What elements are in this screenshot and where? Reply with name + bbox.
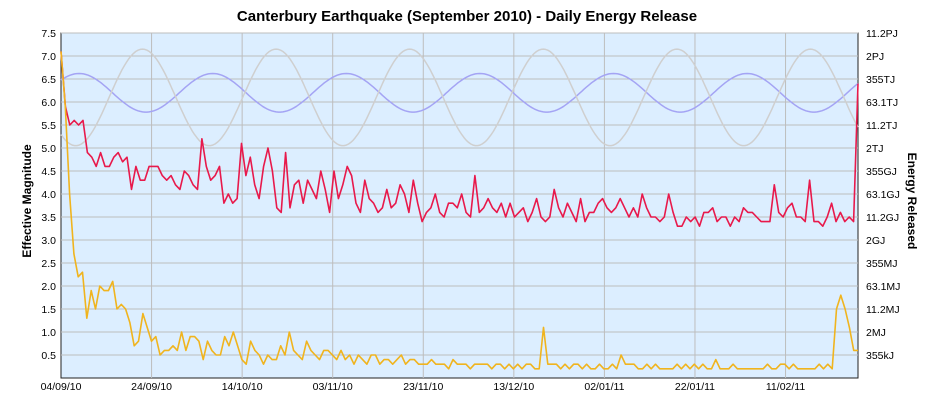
y-tick-label: 3.5 bbox=[41, 212, 56, 224]
x-tick-label: 02/01/11 bbox=[584, 381, 624, 393]
grid-lines bbox=[61, 32, 858, 378]
y-tick-label: 4.0 bbox=[41, 189, 56, 201]
y2-tick-label: 2MJ bbox=[866, 327, 886, 339]
x-tick-label: 14/10/10 bbox=[222, 381, 263, 393]
series-layer bbox=[60, 48, 859, 370]
y2-tick-label: 63.1TJ bbox=[866, 97, 898, 109]
y-tick-label: 4.5 bbox=[41, 166, 56, 178]
y-tick-label: 3.0 bbox=[41, 235, 56, 247]
y2-tick-label: 11.2MJ bbox=[866, 304, 900, 316]
y2-tick-label: 63.1GJ bbox=[866, 189, 900, 201]
x-tick-label: 11/02/11 bbox=[766, 381, 805, 393]
x-tick-label: 03/11/10 bbox=[313, 381, 353, 393]
cycle-curve-line bbox=[60, 48, 859, 147]
y-axis-label: Effective Magnitude bbox=[20, 144, 34, 258]
y2-tick-label: 63.1MJ bbox=[866, 281, 900, 293]
y2-tick-label: 355GJ bbox=[866, 166, 897, 178]
y-tick-label: 6.0 bbox=[41, 97, 56, 109]
series-line bbox=[60, 51, 859, 227]
y2-tick-label: 11.2PJ bbox=[866, 28, 898, 40]
plot-area bbox=[60, 32, 859, 379]
series-line bbox=[60, 51, 858, 370]
y2-tick-label: 355MJ bbox=[866, 258, 898, 270]
chart-title: Canterbury Earthquake (September 2010) -… bbox=[237, 8, 697, 25]
y-tick-label: 5.0 bbox=[41, 143, 56, 155]
y2-tick-label: 355TJ bbox=[866, 74, 895, 86]
y2-tick-label: 11.2TJ bbox=[866, 120, 897, 132]
y-tick-label: 1.5 bbox=[41, 304, 56, 316]
y-tick-label: 0.5 bbox=[41, 350, 56, 362]
y2-tick-label: 355kJ bbox=[866, 350, 894, 362]
tick-labels: 0.5 355kJ 1.0 2MJ 1.5 11.2MJ 2.0 63.1MJ 2.5 355MJ… bbox=[41, 28, 901, 393]
y-tick-label: 2.5 bbox=[41, 258, 56, 270]
x-tick-label: 22/01/11 bbox=[675, 381, 715, 393]
x-tick-label: 13/12/10 bbox=[493, 381, 534, 393]
x-tick-label: 23/11/10 bbox=[403, 381, 443, 393]
y-tick-label: 1.0 bbox=[41, 327, 56, 339]
y2-tick-label: 11.2GJ bbox=[866, 212, 899, 224]
x-tick-label: 04/09/10 bbox=[41, 381, 82, 393]
y-tick-label: 6.5 bbox=[41, 74, 56, 86]
x-tick-label: 24/09/10 bbox=[131, 381, 172, 393]
y2-tick-label: 2PJ bbox=[866, 51, 884, 63]
y2-axis-label: Energy Released bbox=[905, 153, 919, 250]
y-tick-label: 7.0 bbox=[41, 51, 56, 63]
y-tick-label: 2.0 bbox=[41, 281, 56, 293]
cycle-curve-line bbox=[60, 72, 859, 113]
y-tick-label: 5.5 bbox=[41, 120, 56, 132]
y2-tick-label: 2GJ bbox=[866, 235, 885, 247]
y2-tick-label: 2TJ bbox=[866, 143, 884, 155]
y-tick-label: 7.5 bbox=[41, 28, 56, 40]
